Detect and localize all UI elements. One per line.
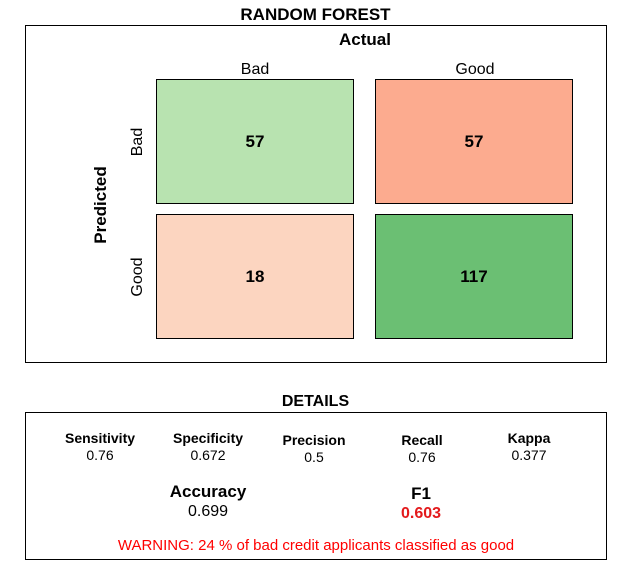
metric-name: Precision bbox=[282, 432, 346, 448]
cell-predicted-bad-actual-good: 57 bbox=[375, 79, 573, 204]
metric-name: Kappa bbox=[507, 430, 551, 446]
metric-value: 0.5 bbox=[304, 449, 324, 465]
y-tick-label-good: Good bbox=[129, 257, 146, 297]
cell-predicted-good-actual-bad: 18 bbox=[156, 214, 354, 339]
details-title: DETAILS bbox=[281, 393, 350, 410]
metric-value: 0.603 bbox=[400, 505, 442, 522]
metric-name: Accuracy bbox=[169, 482, 247, 501]
metric-name: Specificity bbox=[172, 430, 244, 446]
metric-sensitivity: Sensitivity 0.76 bbox=[40, 430, 160, 463]
x-tick-label-bad: Bad bbox=[240, 61, 270, 78]
metric-name: Sensitivity bbox=[64, 430, 136, 446]
metric-f1: F1 0.603 bbox=[351, 484, 491, 523]
metric-value: 0.672 bbox=[190, 447, 226, 463]
metric-value: 0.76 bbox=[86, 447, 114, 463]
x-tick-label-good: Good bbox=[455, 61, 495, 78]
metric-accuracy: Accuracy 0.699 bbox=[138, 482, 278, 521]
cell-value: 57 bbox=[464, 131, 484, 151]
metric-name: F1 bbox=[411, 484, 431, 503]
metric-value: 0.76 bbox=[408, 449, 436, 465]
y-axis-title: Predicted bbox=[91, 166, 110, 244]
metric-name: Recall bbox=[401, 432, 443, 448]
cell-value: 57 bbox=[245, 131, 265, 151]
cell-predicted-bad-actual-bad: 57 bbox=[156, 79, 354, 204]
cell-predicted-good-actual-good: 117 bbox=[375, 214, 573, 339]
metric-specificity: Specificity 0.672 bbox=[148, 430, 268, 463]
chart-title: RANDOM FOREST bbox=[240, 5, 391, 24]
metric-recall: Recall 0.76 bbox=[362, 432, 482, 465]
metric-value: 0.699 bbox=[187, 503, 229, 520]
y-tick-label-bad: Bad bbox=[129, 127, 146, 157]
x-axis-title: Actual bbox=[339, 30, 391, 49]
metric-value: 0.377 bbox=[511, 447, 547, 463]
metric-kappa: Kappa 0.377 bbox=[469, 430, 589, 463]
cell-value: 117 bbox=[460, 266, 488, 286]
metric-precision: Precision 0.5 bbox=[254, 432, 374, 465]
details-panel bbox=[25, 412, 607, 560]
warning-text: WARNING: 24 % of bad credit applicants c… bbox=[117, 537, 515, 554]
cell-value: 18 bbox=[245, 266, 265, 286]
